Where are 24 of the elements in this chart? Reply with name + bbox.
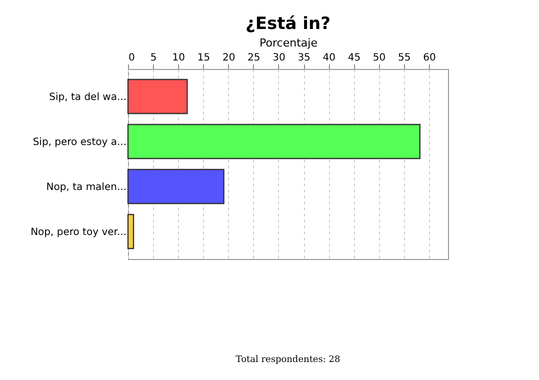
chart-title: ¿Está in? [246,14,330,34]
x-tick-label: 10 [172,52,186,64]
bar [127,168,224,204]
bar [127,214,134,250]
x-tick-label: 20 [222,52,236,64]
x-tick-label: 30 [272,52,286,64]
x-tick-label: 40 [322,52,336,64]
x-tick-label: 60 [423,52,436,64]
y-tick-label: Sip, pero estoy a... [32,137,126,148]
y-tick-label: Nop, ta malen... [46,182,126,193]
x-tick-label: 35 [298,52,310,64]
y-tick-label: Nop, pero toy ver... [30,227,126,238]
x-tick-label: 15 [197,52,210,64]
x-tick-label: 45 [348,52,361,64]
x-tick-label: 50 [372,52,386,64]
bar [127,124,421,160]
x-tick-label: 5 [150,52,157,64]
bar [127,78,188,114]
text: Total respondentes: 28 [236,355,340,365]
y-tick-label: Sip, ta del wa... [49,92,126,103]
x-axis-title: Porcentaje [260,36,318,50]
x-tick-label: 0 [128,52,135,64]
x-tick-label: 25 [248,52,260,64]
x-tick-label: 55 [398,52,411,64]
